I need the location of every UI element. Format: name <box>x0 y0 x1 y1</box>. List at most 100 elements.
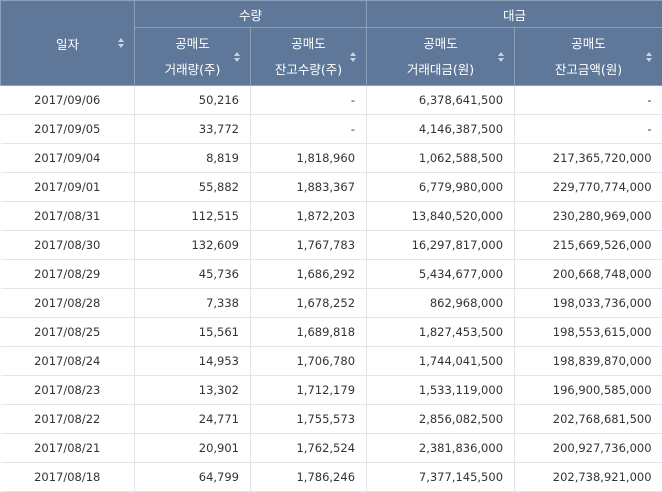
cell-date: 2017/08/30 <box>0 230 135 260</box>
cell-short-amount: 2,856,082,500 <box>366 404 516 434</box>
cell-short-volume: 7,338 <box>134 288 251 318</box>
table-row: 2017/08/22 24,771 1,755,573 2,856,082,500 20… <box>0 404 662 434</box>
cell-date: 2017/08/22 <box>0 404 135 434</box>
cell-short-volume: 132,609 <box>134 230 251 260</box>
column-header-short-volume[interactable]: 공매도 거래량(주) <box>134 27 251 86</box>
cell-short-amount: 13,840,520,000 <box>366 201 516 231</box>
cell-short-balance-amount: 200,927,736,000 <box>514 433 662 463</box>
table-row: 2017/08/18 64,799 1,786,246 7,377,145,500 20… <box>0 462 662 492</box>
sort-icon[interactable] <box>646 51 653 62</box>
header-line2: 잔고수량(주) <box>274 61 343 77</box>
cell-short-balance-qty: 1,767,783 <box>250 230 368 260</box>
column-header-short-balance-amount[interactable]: 공매도 잔고금액(원) <box>514 27 662 86</box>
table-row: 2017/09/05 33,772-4,146,387,500- <box>0 114 662 144</box>
cell-date: 2017/08/31 <box>0 201 135 231</box>
header-line1: 공매도 <box>423 35 458 51</box>
cell-short-balance-qty: 1,755,573 <box>250 404 368 434</box>
cell-short-balance-qty: 1,883,367 <box>250 172 368 202</box>
cell-short-balance-qty: 1,689,818 <box>250 317 368 347</box>
cell-date: 2017/09/05 <box>0 114 135 144</box>
cell-short-amount: 1,827,453,500 <box>366 317 516 347</box>
cell-date: 2017/08/28 <box>0 288 135 318</box>
table-row: 2017/08/23 13,302 1,712,179 1,533,119,000 19… <box>0 375 662 405</box>
cell-short-volume: 20,901 <box>134 433 251 463</box>
column-header-date[interactable]: 일자 <box>0 0 135 86</box>
cell-short-volume: 112,515 <box>134 201 251 231</box>
cell-date: 2017/09/06 <box>0 85 135 115</box>
cell-date: 2017/08/23 <box>0 375 135 405</box>
cell-short-balance-amount: - <box>514 114 662 144</box>
table-header: 일자 수량 대금 공매도 거래량(주) 공매도 잔고수량(주) 공매도 <box>0 0 662 86</box>
sort-icon[interactable] <box>498 51 505 62</box>
cell-date: 2017/08/24 <box>0 346 135 376</box>
table-row: 2017/08/21 20,901 1,762,524 2,381,836,000 20… <box>0 433 662 463</box>
cell-short-volume: 33,772 <box>134 114 251 144</box>
cell-short-balance-qty: 1,678,252 <box>250 288 368 318</box>
cell-short-balance-qty: - <box>250 85 368 115</box>
table-row: 2017/08/29 45,736 1,686,292 5,434,677,000 20… <box>0 259 662 289</box>
cell-short-balance-qty: 1,712,179 <box>250 375 368 405</box>
cell-short-balance-qty: 1,706,780 <box>250 346 368 376</box>
column-header-short-balance-qty[interactable]: 공매도 잔고수량(주) <box>249 27 368 86</box>
cell-short-balance-qty: - <box>250 114 368 144</box>
cell-short-amount: 2,381,836,000 <box>366 433 516 463</box>
cell-short-volume: 55,882 <box>134 172 251 202</box>
cell-short-volume: 64,799 <box>134 462 251 492</box>
cell-date: 2017/08/18 <box>0 462 135 492</box>
sort-icon[interactable] <box>350 51 357 62</box>
cell-short-balance-qty: 1,762,524 <box>250 433 368 463</box>
header-line1: 공매도 <box>175 35 210 51</box>
cell-date: 2017/08/21 <box>0 433 135 463</box>
cell-short-volume: 8,819 <box>134 143 251 173</box>
header-line1: 공매도 <box>571 35 606 51</box>
table-row: 2017/09/04 8,819 1,818,960 1,062,588,500 217… <box>0 143 662 173</box>
cell-short-balance-qty: 1,872,203 <box>250 201 368 231</box>
cell-short-amount: 1,533,119,000 <box>366 375 516 405</box>
table-row: 2017/08/28 7,338 1,678,252 862,968,000 198,0… <box>0 288 662 318</box>
cell-date: 2017/08/29 <box>0 259 135 289</box>
cell-short-balance-qty: 1,818,960 <box>250 143 368 173</box>
cell-short-balance-amount: 198,839,870,000 <box>514 346 662 376</box>
cell-short-amount: 1,744,041,500 <box>366 346 516 376</box>
cell-short-balance-amount: 230,280,969,000 <box>514 201 662 231</box>
table-row: 2017/09/06 50,216-6,378,641,500- <box>0 85 662 115</box>
cell-date: 2017/08/25 <box>0 317 135 347</box>
sort-icon[interactable] <box>118 38 124 48</box>
cell-short-balance-amount: 229,770,774,000 <box>514 172 662 202</box>
cell-short-balance-amount: 202,738,921,000 <box>514 462 662 492</box>
cell-short-amount: 16,297,817,000 <box>366 230 516 260</box>
cell-short-volume: 24,771 <box>134 404 251 434</box>
cell-short-volume: 45,736 <box>134 259 251 289</box>
table-row: 2017/09/01 55,882 1,883,367 6,779,980,000 22… <box>0 172 662 202</box>
cell-short-amount: 6,378,641,500 <box>366 85 516 115</box>
table-row: 2017/08/31 112,515 1,872,203 13,840,520,000… <box>0 201 662 231</box>
cell-short-balance-amount: 200,668,748,000 <box>514 259 662 289</box>
cell-short-amount: 5,434,677,000 <box>366 259 516 289</box>
group-amount-label: 대금 <box>503 7 527 23</box>
table-body: 2017/09/06 50,216-6,378,641,500-2017/09/0… <box>0 85 662 492</box>
header-line2: 거래대금(원) <box>406 61 475 77</box>
cell-short-balance-amount: 198,033,736,000 <box>514 288 662 318</box>
cell-short-volume: 13,302 <box>134 375 251 405</box>
date-header-label: 일자 <box>55 36 79 52</box>
cell-date: 2017/09/04 <box>0 143 135 173</box>
group-volume-label: 수량 <box>239 7 263 23</box>
cell-short-amount: 4,146,387,500 <box>366 114 516 144</box>
column-header-short-amount[interactable]: 공매도 거래대금(원) <box>366 27 516 86</box>
cell-short-volume: 50,216 <box>134 85 251 115</box>
cell-short-volume: 14,953 <box>134 346 251 376</box>
sort-icon[interactable] <box>234 51 240 62</box>
table-row: 2017/08/25 15,561 1,689,818 1,827,453,500 19… <box>0 317 662 347</box>
cell-short-balance-amount: 202,768,681,500 <box>514 404 662 434</box>
cell-short-volume: 15,561 <box>134 317 251 347</box>
table-row: 2017/08/24 14,953 1,706,780 1,744,041,500 19… <box>0 346 662 376</box>
cell-short-balance-amount: 215,669,526,000 <box>514 230 662 260</box>
cell-short-balance-amount: 198,553,615,000 <box>514 317 662 347</box>
cell-short-amount: 1,062,588,500 <box>366 143 516 173</box>
cell-short-amount: 862,968,000 <box>366 288 516 318</box>
header-line2: 잔고금액(원) <box>554 61 623 77</box>
header-line1: 공매도 <box>291 35 326 51</box>
cell-short-balance-amount: 217,365,720,000 <box>514 143 662 173</box>
group-header-amount: 대금 <box>366 0 662 28</box>
